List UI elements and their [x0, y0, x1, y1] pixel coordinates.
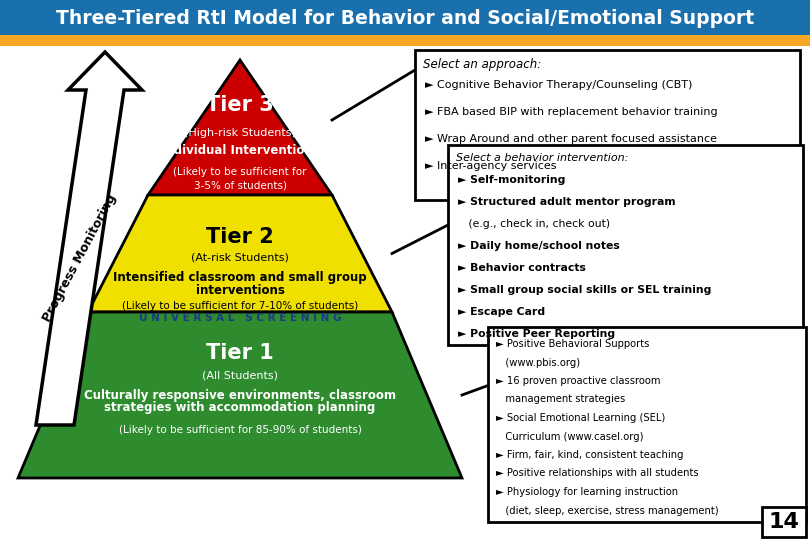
Text: (Likely to be sufficient for 85-90% of students): (Likely to be sufficient for 85-90% of s… — [118, 425, 361, 435]
FancyBboxPatch shape — [762, 507, 806, 537]
Text: (High-risk Students): (High-risk Students) — [184, 128, 296, 138]
FancyBboxPatch shape — [0, 0, 810, 35]
Text: ► Small group social skills or SEL training: ► Small group social skills or SEL train… — [458, 285, 711, 295]
Text: ► Inter-agency services: ► Inter-agency services — [425, 161, 556, 171]
Text: (All Students): (All Students) — [202, 370, 278, 380]
Text: ► Wrap Around and other parent focused assistance: ► Wrap Around and other parent focused a… — [425, 134, 717, 144]
Text: ► Positive Peer Reporting: ► Positive Peer Reporting — [458, 329, 615, 339]
Text: ► FBA based BIP with replacement behavior training: ► FBA based BIP with replacement behavio… — [425, 107, 718, 117]
FancyBboxPatch shape — [488, 327, 806, 522]
Text: ► Escape Card: ► Escape Card — [458, 307, 545, 317]
Text: ► Positive Behavioral Supports: ► Positive Behavioral Supports — [496, 339, 650, 349]
Text: Tier 1: Tier 1 — [206, 343, 274, 363]
Text: Progress Monitoring: Progress Monitoring — [40, 192, 119, 324]
Polygon shape — [18, 312, 462, 478]
Text: interventions: interventions — [195, 284, 284, 296]
Text: (Likely to be sufficient for 7-10% of students): (Likely to be sufficient for 7-10% of st… — [122, 301, 358, 311]
FancyBboxPatch shape — [448, 145, 803, 345]
Text: 14: 14 — [769, 512, 799, 532]
Text: (e.g., check in, check out): (e.g., check in, check out) — [458, 219, 610, 229]
Text: U N I V E R S A L   S C R E E N I N G: U N I V E R S A L S C R E E N I N G — [139, 313, 341, 323]
Text: ► Cognitive Behavior Therapy/Counseling (CBT): ► Cognitive Behavior Therapy/Counseling … — [425, 80, 693, 90]
Text: ► Social Emotional Learning (SEL): ► Social Emotional Learning (SEL) — [496, 413, 665, 423]
Text: Intensified classroom and small group: Intensified classroom and small group — [113, 271, 367, 284]
Text: ► 16 proven proactive classroom: ► 16 proven proactive classroom — [496, 376, 660, 386]
Text: 3-5% of students): 3-5% of students) — [194, 180, 287, 190]
Text: Tier 3: Tier 3 — [206, 95, 274, 115]
Text: Tier 2: Tier 2 — [206, 227, 274, 247]
Text: Three-Tiered RtI Model for Behavior and Social/Emotional Support: Three-Tiered RtI Model for Behavior and … — [56, 9, 754, 28]
Polygon shape — [88, 195, 392, 312]
Text: Select an approach:: Select an approach: — [423, 58, 541, 71]
Polygon shape — [148, 60, 332, 195]
Text: (www.pbis.org): (www.pbis.org) — [496, 357, 580, 368]
Text: ► Self-monitoring: ► Self-monitoring — [458, 175, 565, 185]
FancyBboxPatch shape — [0, 35, 810, 46]
Text: ► Daily home/school notes: ► Daily home/school notes — [458, 241, 620, 251]
Polygon shape — [36, 52, 142, 425]
Text: (Likely to be sufficient for: (Likely to be sufficient for — [173, 167, 307, 177]
Text: ► Positive relationships with all students: ► Positive relationships with all studen… — [496, 469, 698, 478]
FancyBboxPatch shape — [415, 50, 800, 200]
Text: Culturally responsive environments, classroom: Culturally responsive environments, clas… — [84, 388, 396, 402]
Text: ► Structured adult mentor program: ► Structured adult mentor program — [458, 197, 676, 207]
Text: Curriculum (www.casel.org): Curriculum (www.casel.org) — [496, 431, 643, 442]
Text: Individual Interventions: Individual Interventions — [160, 145, 319, 158]
Text: Select a behavior intervention:: Select a behavior intervention: — [456, 153, 629, 163]
Text: ► Firm, fair, kind, consistent teaching: ► Firm, fair, kind, consistent teaching — [496, 450, 684, 460]
Text: strategies with accommodation planning: strategies with accommodation planning — [104, 402, 376, 415]
Text: ► Behavior contracts: ► Behavior contracts — [458, 263, 586, 273]
Text: (diet, sleep, exercise, stress management): (diet, sleep, exercise, stress managemen… — [496, 505, 718, 516]
Text: management strategies: management strategies — [496, 395, 625, 404]
Text: ► Physiology for learning instruction: ► Physiology for learning instruction — [496, 487, 678, 497]
Text: (At-risk Students): (At-risk Students) — [191, 253, 289, 263]
